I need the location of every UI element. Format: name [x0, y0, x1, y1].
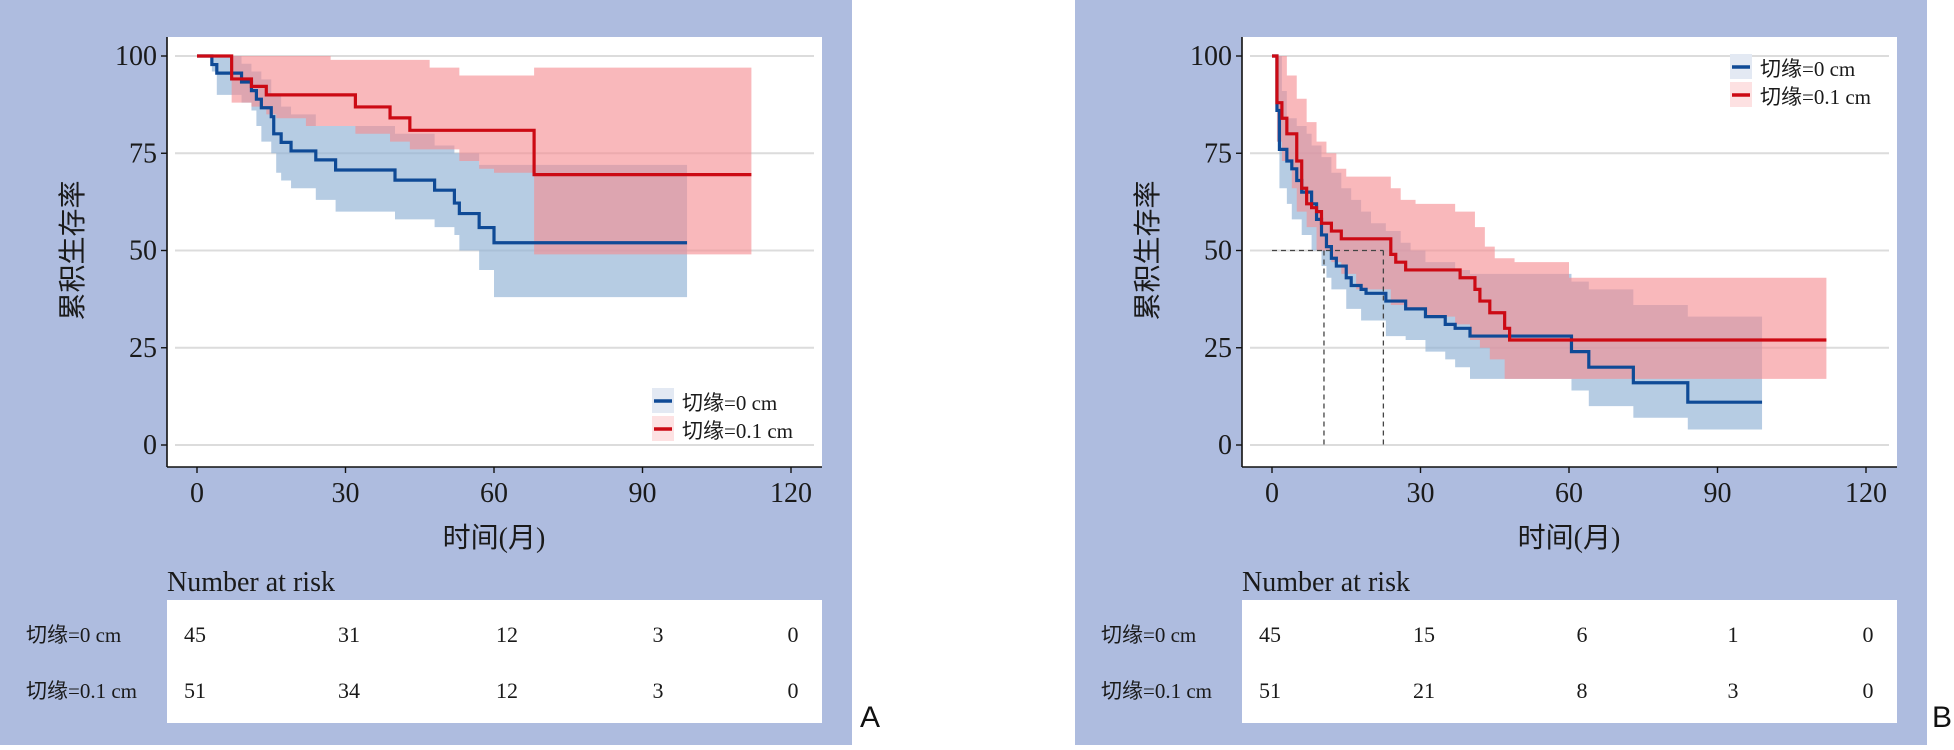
survival-curve — [1272, 54, 1827, 342]
risk-value: 31 — [338, 622, 360, 647]
risk-table-title: Number at risk — [167, 567, 335, 598]
survival-curve — [1272, 54, 1763, 404]
y-axis-label: 累积生存率 — [57, 180, 89, 320]
risk-row-label: 切缘=0 cm — [1101, 623, 1196, 647]
x-tick-label: 0 — [190, 478, 204, 509]
y-tick-label: 0 — [1218, 430, 1232, 461]
x-tick-label: 120 — [1845, 478, 1887, 509]
risk-value: 12 — [496, 678, 518, 703]
survival-curve — [197, 54, 688, 245]
x-axis-label: 时间(月) — [1518, 522, 1621, 554]
legend-label: 切缘=0 cm — [1760, 57, 1855, 81]
y-tick-label: 25 — [129, 333, 157, 364]
risk-value: 3 — [653, 622, 664, 647]
panel-letter-b: B — [1932, 701, 1953, 734]
risk-table-title: Number at risk — [1242, 567, 1410, 598]
risk-value: 45 — [184, 622, 206, 647]
y-tick-label: 100 — [115, 41, 157, 72]
risk-value: 51 — [184, 678, 206, 703]
x-tick-label: 60 — [480, 478, 508, 509]
risk-value: 45 — [1259, 622, 1281, 647]
risk-value: 51 — [1259, 678, 1281, 703]
risk-value: 12 — [496, 622, 518, 647]
y-tick-label: 100 — [1190, 41, 1232, 72]
y-axis-label: 累积生存率 — [1132, 180, 1164, 320]
survival-curve — [197, 54, 752, 177]
ci-band — [1272, 56, 1827, 379]
risk-value: 3 — [653, 678, 664, 703]
risk-row-label: 切缘=0.1 cm — [26, 679, 137, 703]
legend-label: 切缘=0 cm — [682, 391, 777, 415]
risk-table-box — [167, 600, 822, 723]
risk-value: 0 — [788, 622, 799, 647]
risk-table-box — [1242, 600, 1897, 723]
x-axis-label: 时间(月) — [443, 522, 546, 554]
y-tick-label: 75 — [129, 138, 157, 169]
risk-value: 0 — [1863, 678, 1874, 703]
risk-value: 1 — [1728, 622, 1739, 647]
panel-letter-a: A — [860, 701, 881, 734]
y-tick-label: 50 — [129, 236, 157, 267]
x-tick-label: 30 — [332, 478, 360, 509]
risk-value: 15 — [1413, 622, 1435, 647]
x-tick-label: 90 — [1704, 478, 1732, 509]
y-tick-label: 25 — [1204, 333, 1232, 364]
risk-value: 3 — [1728, 678, 1739, 703]
x-tick-label: 0 — [1265, 478, 1279, 509]
ci-band — [197, 56, 752, 255]
panel-a: 0 25 50 75 100 0 30 60 90 120 时间(月) 累积生存率 切缘=0 cm 切缘=… — [0, 0, 852, 745]
risk-value: 0 — [788, 678, 799, 703]
x-tick-label: 30 — [1407, 478, 1435, 509]
y-tick-label: 50 — [1204, 236, 1232, 267]
panel-b: 0 25 50 75 100 0 30 60 90 120 时间(月) 累积生存率 切缘=0 cm 切缘=… — [1075, 0, 1927, 745]
risk-value: 0 — [1863, 622, 1874, 647]
x-tick-label: 120 — [770, 478, 812, 509]
x-tick-label: 60 — [1555, 478, 1583, 509]
risk-row-label: 切缘=0 cm — [26, 623, 121, 647]
x-tick-label: 90 — [629, 478, 657, 509]
y-tick-label: 75 — [1204, 138, 1232, 169]
legend-label: 切缘=0.1 cm — [682, 419, 793, 443]
risk-value: 21 — [1413, 678, 1435, 703]
legend-label: 切缘=0.1 cm — [1760, 85, 1871, 109]
risk-value: 8 — [1577, 678, 1588, 703]
risk-value: 34 — [338, 678, 360, 703]
y-tick-label: 0 — [143, 430, 157, 461]
risk-value: 6 — [1577, 622, 1588, 647]
risk-row-label: 切缘=0.1 cm — [1101, 679, 1212, 703]
